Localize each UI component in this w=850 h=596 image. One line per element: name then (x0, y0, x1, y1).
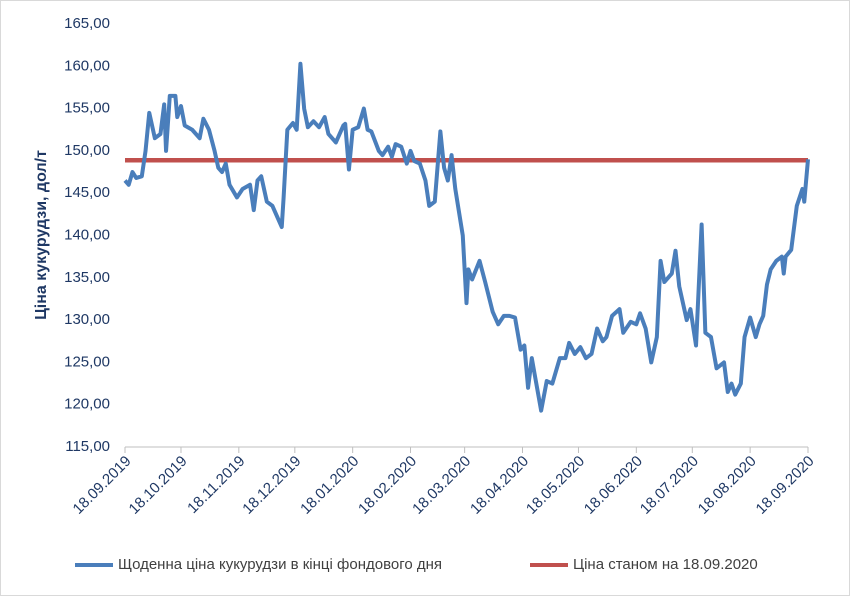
y-tick-label: 160,00 (64, 57, 110, 74)
series-line (123, 61, 810, 413)
y-axis-label: Ціна кукурудзи, дол/т (33, 150, 50, 320)
y-tick-label: 140,00 (64, 226, 110, 243)
y-tick-label: 130,00 (64, 311, 110, 328)
y-tick-label: 145,00 (64, 184, 110, 201)
y-tick-label: 150,00 (64, 142, 110, 159)
y-tick-label: 125,00 (64, 353, 110, 370)
legend-label: Ціна станом на 18.09.2020 (573, 556, 758, 573)
y-tick-label: 165,00 (64, 15, 110, 32)
y-tick-label: 155,00 (64, 100, 110, 117)
y-tick-label: 135,00 (64, 269, 110, 286)
y-tick-label: 115,00 (65, 438, 110, 455)
y-tick-label: 120,00 (64, 396, 110, 413)
legend-label: Щоденна ціна кукурудзи в кінці фондового… (118, 556, 442, 573)
